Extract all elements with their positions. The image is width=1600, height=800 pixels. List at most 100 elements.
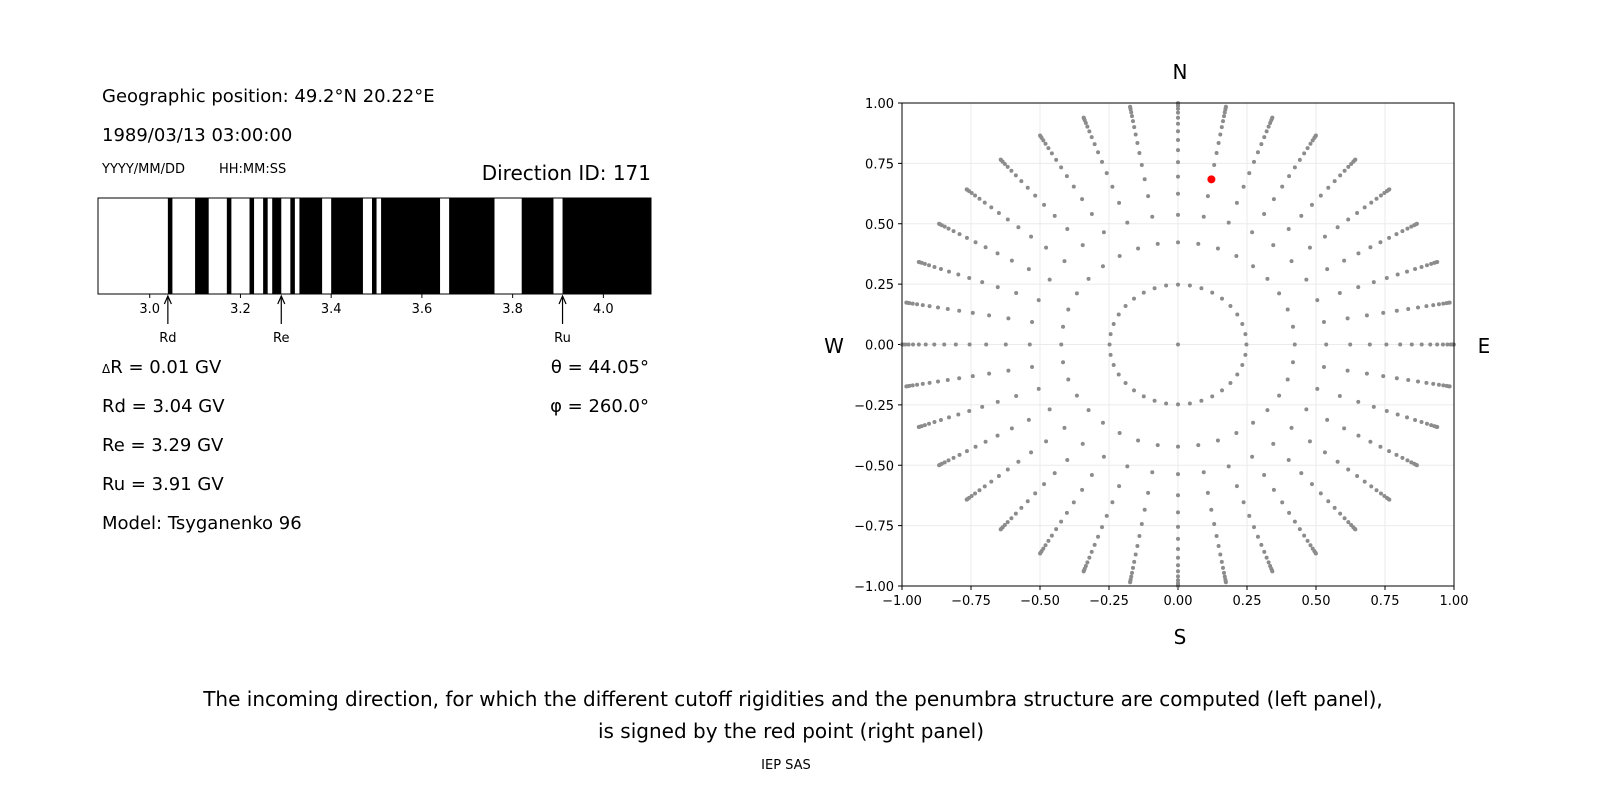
- data-point: [1222, 114, 1227, 119]
- phi-value: φ = 260.0°: [550, 396, 649, 417]
- data-point: [995, 433, 1000, 438]
- data-point: [1241, 184, 1246, 189]
- data-point: [1318, 491, 1323, 496]
- data-point: [923, 342, 928, 347]
- data-point: [1047, 407, 1052, 412]
- data-point: [1405, 226, 1410, 231]
- penumbra-stripe: [263, 198, 268, 294]
- data-point: [1036, 386, 1041, 391]
- data-point: [937, 221, 942, 226]
- data-point: [916, 425, 921, 430]
- data-point: [1406, 378, 1411, 383]
- data-point: [920, 303, 925, 308]
- data-point: [1304, 407, 1309, 412]
- data-point: [1176, 547, 1180, 552]
- data-point: [920, 381, 925, 386]
- data-point: [1251, 264, 1256, 269]
- data-point: [1042, 202, 1047, 207]
- time-format-label: HH:MM:SS: [219, 162, 286, 177]
- data-point: [915, 382, 920, 387]
- data-point: [1429, 261, 1434, 266]
- y-tick-label: 0.75: [865, 157, 894, 172]
- x-tick-label: 1.00: [1440, 594, 1469, 609]
- data-point: [1387, 187, 1392, 192]
- data-point: [956, 412, 961, 417]
- data-point: [1176, 148, 1180, 153]
- data-point: [1356, 433, 1361, 438]
- data-point: [1033, 491, 1038, 496]
- data-point: [1313, 551, 1318, 556]
- data-point: [910, 301, 915, 306]
- data-point: [910, 383, 915, 388]
- data-point: [1128, 104, 1133, 109]
- data-point: [1038, 133, 1043, 138]
- data-point: [1009, 168, 1014, 173]
- data-point: [1176, 402, 1180, 407]
- data-point: [1196, 241, 1201, 246]
- credit-label: IEP SAS: [761, 758, 811, 773]
- data-point: [1378, 240, 1383, 245]
- data-point: [1322, 450, 1327, 455]
- data-point: [1117, 200, 1122, 205]
- data-point: [1205, 194, 1210, 199]
- caption-line-2: is signed by the red point (right panel): [598, 719, 984, 743]
- data-point: [1362, 479, 1367, 484]
- data-point: [983, 245, 988, 250]
- data-point: [1304, 277, 1309, 282]
- data-point: [1155, 241, 1160, 246]
- data-point: [1346, 467, 1351, 472]
- data-point: [1424, 421, 1429, 426]
- data-point: [1116, 372, 1121, 377]
- data-point: [1085, 560, 1090, 565]
- data-point: [1100, 159, 1105, 164]
- data-point: [1405, 415, 1410, 420]
- data-point: [982, 484, 987, 489]
- data-point: [1080, 441, 1085, 446]
- data-point: [916, 342, 921, 347]
- data-point: [1176, 555, 1180, 560]
- data-point: [1014, 394, 1019, 399]
- y-tick-label: −0.75: [854, 520, 894, 535]
- y-tick-label: 1.00: [865, 97, 894, 112]
- data-point: [1305, 538, 1310, 543]
- data-point: [1176, 160, 1180, 165]
- data-point: [1435, 425, 1440, 430]
- data-point: [1101, 454, 1106, 459]
- data-point: [1255, 534, 1260, 539]
- data-point: [1176, 106, 1180, 111]
- data-point: [989, 205, 994, 210]
- penumbra-stripe: [299, 198, 323, 294]
- data-point: [1080, 487, 1085, 492]
- data-point: [1218, 552, 1223, 557]
- data-point: [1307, 245, 1312, 250]
- data-point: [1419, 264, 1424, 269]
- data-point: [1205, 490, 1210, 495]
- delta-symbol: Δ: [102, 362, 111, 376]
- data-point: [1394, 232, 1399, 237]
- data-point: [1132, 559, 1137, 564]
- data-point: [1209, 507, 1214, 512]
- data-point: [1424, 304, 1429, 309]
- x-tick-label: 0.25: [1233, 594, 1262, 609]
- data-point: [1212, 522, 1217, 527]
- data-point: [1315, 386, 1320, 391]
- data-point: [1384, 408, 1389, 413]
- data-point: [1289, 259, 1294, 264]
- data-point: [1240, 322, 1245, 327]
- data-point: [1346, 520, 1351, 525]
- data-point: [1445, 342, 1450, 347]
- data-point: [1026, 267, 1031, 272]
- data-point: [1259, 542, 1264, 547]
- data-point: [1226, 220, 1231, 225]
- data-point: [980, 280, 985, 285]
- data-point: [1176, 129, 1180, 134]
- data-point: [1325, 267, 1330, 272]
- data-point: [957, 232, 962, 237]
- data-point: [1176, 174, 1180, 179]
- data-point: [1290, 324, 1295, 329]
- data-point: [1243, 352, 1248, 357]
- data-point: [1030, 365, 1035, 370]
- data-point: [1405, 269, 1410, 274]
- penumbra-stripe: [521, 198, 554, 294]
